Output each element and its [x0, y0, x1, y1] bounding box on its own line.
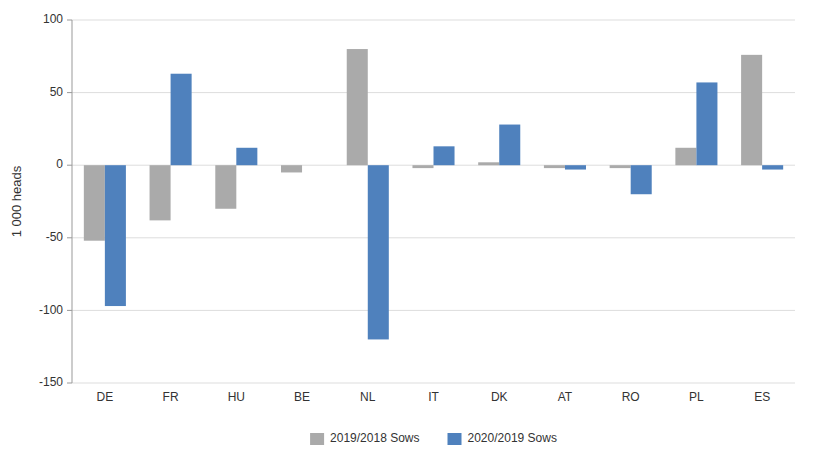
bar — [84, 165, 105, 241]
bar — [478, 162, 499, 165]
bar — [696, 82, 717, 165]
bar — [544, 165, 565, 168]
bars — [84, 49, 783, 339]
legend-label: 2019/2018 Sows — [330, 431, 419, 445]
legend-swatch — [310, 433, 324, 445]
bar — [565, 165, 586, 169]
bar — [499, 125, 520, 166]
bar — [610, 165, 631, 168]
x-tick-label: IT — [428, 390, 439, 404]
x-tick-label: ES — [754, 390, 770, 404]
y-tick — [67, 165, 72, 166]
bar — [762, 165, 783, 169]
legend-swatch — [448, 433, 462, 445]
bar — [675, 148, 696, 165]
bar — [171, 74, 192, 165]
x-tick-label: RO — [622, 390, 640, 404]
bar — [281, 165, 302, 172]
grid-line — [72, 383, 795, 384]
x-tick-label: BE — [294, 390, 310, 404]
x-tick-label: AT — [558, 390, 573, 404]
x-tick-label: PL — [689, 390, 704, 404]
chart-svg: -150 -100 -50 0 50 100 1 000 heads DE FR HU BE NL IT… — [0, 0, 819, 461]
bar — [302, 165, 323, 166]
chart-container: -150 -100 -50 0 50 100 1 000 heads DE FR HU BE NL IT… — [0, 0, 819, 461]
x-tick-label: DE — [97, 390, 114, 404]
bar — [741, 55, 762, 165]
y-axis: -150 -100 -50 0 50 100 — [39, 12, 795, 389]
bar — [412, 165, 433, 168]
y-tick-label: -100 — [39, 303, 63, 317]
legend-label: 2020/2019 Sows — [468, 431, 557, 445]
y-tick-label: 0 — [56, 157, 63, 171]
legend-item: 2019/2018 Sows — [310, 431, 419, 445]
y-axis-label: 1 000 heads — [9, 165, 24, 237]
bar — [434, 146, 455, 165]
y-tick-label: 100 — [43, 12, 63, 26]
y-tick — [67, 383, 72, 384]
grid-line — [72, 310, 795, 311]
y-tick — [67, 20, 72, 21]
x-tick-label: HU — [228, 390, 245, 404]
x-axis: DE FR HU BE NL IT DK AT RO PL ES — [97, 390, 771, 404]
y-tick-label: 50 — [50, 85, 64, 99]
bar — [631, 165, 652, 194]
x-tick-label: FR — [163, 390, 179, 404]
bar — [368, 165, 389, 339]
bar — [236, 148, 257, 165]
y-tick — [67, 92, 72, 93]
y-tick — [67, 237, 72, 238]
bar — [215, 165, 236, 209]
bar — [105, 165, 126, 306]
bar — [150, 165, 171, 220]
y-tick-label: -50 — [46, 230, 64, 244]
bar — [347, 49, 368, 165]
x-tick-label: DK — [491, 390, 508, 404]
y-tick-label: -150 — [39, 375, 63, 389]
x-tick-label: NL — [360, 390, 376, 404]
y-tick — [67, 310, 72, 311]
grid-line — [72, 237, 795, 238]
grid-line — [72, 20, 795, 21]
legend-item: 2020/2019 Sows — [448, 431, 557, 445]
legend: 2019/2018 Sows 2020/2019 Sows — [310, 431, 557, 445]
y-axis-line — [72, 20, 73, 383]
